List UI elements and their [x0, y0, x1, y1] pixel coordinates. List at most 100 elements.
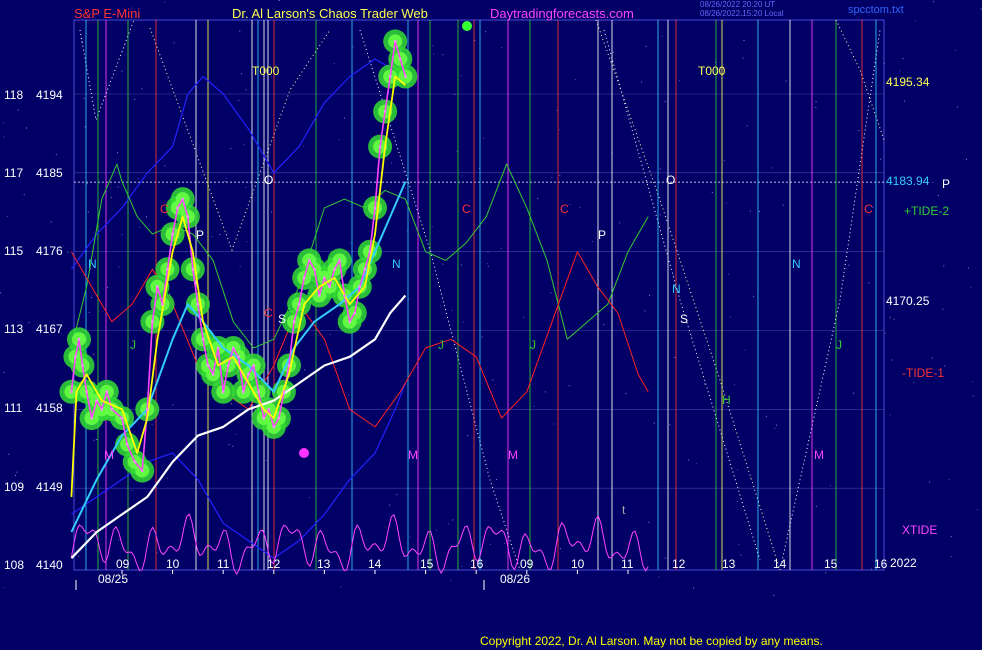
star: [815, 101, 817, 103]
star: [232, 445, 234, 447]
star: [501, 47, 503, 49]
price-point: [70, 390, 73, 394]
star: [474, 39, 476, 41]
price-point: [323, 276, 326, 280]
hour-tick: 09: [520, 557, 534, 571]
star: [932, 1, 934, 3]
price-point: [277, 416, 281, 420]
timestamp-local: 08/26/2022 15:20 Local: [700, 9, 784, 18]
price-point: [81, 364, 84, 367]
price-point: [231, 346, 235, 350]
star: [81, 41, 83, 42]
marker-letter: t: [622, 503, 626, 517]
star: [309, 497, 310, 499]
star: [966, 158, 967, 160]
price-point: [201, 337, 205, 341]
marker-letter: N: [88, 257, 97, 271]
star: [156, 552, 158, 554]
star: [467, 435, 469, 437]
price-point: [133, 460, 137, 464]
star: [950, 556, 952, 558]
price-point: [378, 145, 382, 149]
price-point: [110, 407, 114, 411]
price-point: [105, 390, 109, 394]
star: [603, 324, 605, 326]
star: [389, 524, 391, 526]
marker-letter: C: [160, 202, 169, 216]
star: [725, 202, 727, 204]
star: [7, 250, 9, 252]
star: [533, 405, 535, 407]
star: [678, 80, 680, 82]
star: [771, 167, 773, 169]
price-point: [125, 443, 129, 446]
star: [481, 336, 483, 338]
star: [408, 298, 410, 300]
star: [932, 182, 934, 184]
hour-tick: 15: [420, 557, 434, 571]
star: [711, 192, 713, 193]
star: [265, 460, 267, 461]
star: [742, 57, 744, 59]
star: [957, 106, 959, 108]
left-axis-label: 118: [4, 88, 24, 102]
hour-tick: 10: [166, 557, 180, 571]
marker-letter: N: [792, 257, 801, 271]
star: [688, 459, 690, 461]
star: [664, 101, 666, 103]
star: [641, 81, 643, 83]
right-level-2: 4170.25: [886, 294, 930, 308]
hour-tick: 11: [621, 557, 634, 571]
star: [50, 221, 52, 223]
star: [658, 576, 660, 578]
star: [773, 594, 775, 596]
marker-letter: O: [666, 173, 676, 187]
price-point: [186, 215, 190, 219]
star: [333, 62, 335, 64]
star: [872, 206, 874, 208]
left-axis-label: 117: [4, 166, 24, 180]
marker-letter: C: [864, 202, 873, 216]
star: [448, 523, 449, 525]
left-axis-price: 4149: [36, 480, 63, 494]
price-point: [257, 390, 260, 394]
star: [173, 42, 175, 44]
marker-letter: M: [408, 448, 418, 462]
star: [451, 309, 453, 311]
price-point: [302, 276, 306, 280]
star: [500, 248, 502, 250]
star: [853, 392, 855, 394]
date-label: 08/25: [98, 572, 129, 586]
star: [55, 154, 57, 156]
dotted-angle-lines: [79, 19, 885, 571]
star: [324, 16, 326, 18]
star: [902, 58, 904, 59]
star: [704, 383, 706, 385]
star: [211, 236, 213, 238]
series-blue-upper: [70, 58, 391, 270]
star: [228, 444, 230, 445]
price-point: [156, 285, 159, 289]
star: [695, 463, 697, 465]
series-tide-plus-2: [70, 163, 649, 349]
price-point: [383, 110, 387, 113]
star: [782, 204, 784, 206]
star: [461, 565, 463, 567]
star: [348, 394, 350, 396]
star: [436, 529, 437, 531]
marker-letter: H: [722, 393, 731, 407]
star: [17, 109, 19, 111]
site-link[interactable]: Daytradingforecasts.com: [490, 6, 634, 21]
star: [972, 381, 974, 383]
marker-letter: P: [196, 228, 205, 242]
star: [23, 194, 25, 196]
price-point: [206, 364, 210, 367]
star: [664, 557, 666, 559]
star: [749, 477, 751, 479]
star: [929, 481, 930, 483]
price-point: [262, 416, 266, 420]
star: [139, 226, 140, 228]
star: [329, 333, 331, 335]
price-point: [95, 399, 99, 402]
